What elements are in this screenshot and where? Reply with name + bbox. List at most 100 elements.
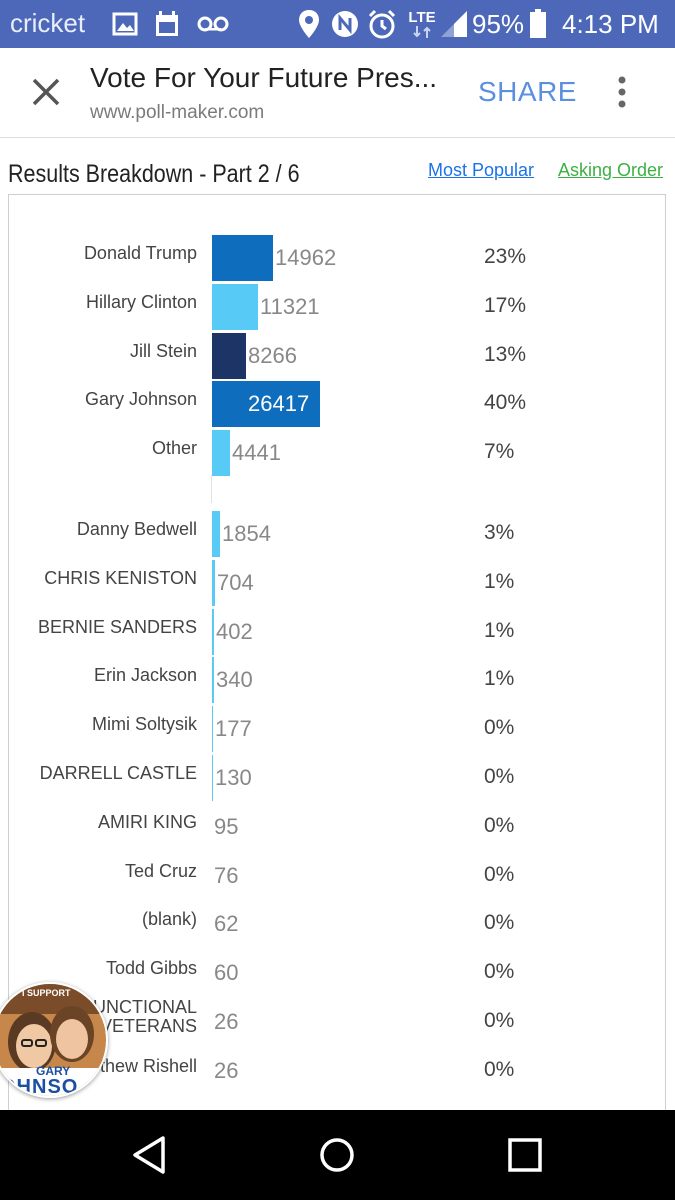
carrier-name: cricket [10, 8, 86, 38]
result-row: Hillary Clinton 11321 17% [9, 284, 665, 330]
clock: 4:13 PM [562, 9, 659, 39]
vote-count: 4441 [232, 440, 281, 465]
badge-line1-text: GARY [36, 1064, 71, 1078]
result-row: UNCTIONAL VETERANS 26 0% [9, 997, 665, 1039]
browser-toolbar: Vote For Your Future Pres... www.poll-ma… [0, 48, 675, 138]
vote-count: 11321 [260, 294, 320, 319]
candidate-name: DARRELL CASTLE [39, 763, 197, 783]
overflow-menu-button[interactable] [610, 72, 634, 112]
group-divider [211, 475, 212, 503]
result-row: Danny Bedwell 1854 3% [9, 511, 665, 557]
candidate-name: Donald Trump [83, 243, 197, 263]
vote-percent: 3% [484, 521, 515, 544]
vote-percent: 13% [484, 343, 527, 366]
vote-count: 130 [215, 765, 252, 790]
candidate-name: BERNIE SANDERS [37, 617, 197, 637]
vote-count: 177 [215, 716, 252, 741]
results-panel: Donald Trump 14962 23% Hillary Clinton 11321… [8, 194, 666, 1111]
vote-count: 402 [216, 619, 253, 644]
result-row: Erin Jackson 340 1% [9, 657, 665, 703]
badge-top-text: I SUPPORT [22, 988, 71, 998]
candidate-name: UNCTIONAL VETERANS [92, 997, 197, 1036]
vote-percent: 0% [484, 1009, 515, 1032]
asking-order-link[interactable]: Asking Order [558, 160, 664, 180]
candidate-name: Other [151, 438, 197, 458]
vote-percent: 7% [484, 440, 515, 463]
result-row: Gary Johnson 26417 40% [9, 381, 665, 427]
vote-count: 26417 [248, 391, 310, 416]
badge-line2-text: OHNSO [0, 1076, 79, 1098]
lte-icon: LTE [404, 8, 440, 40]
back-button[interactable] [127, 1132, 173, 1178]
result-row: thew Rishell 26 0% [9, 1048, 665, 1088]
vote-percent: 0% [484, 863, 515, 886]
vote-percent: 0% [484, 765, 515, 788]
vote-count: 76 [214, 863, 239, 888]
nfc-icon [330, 8, 360, 40]
result-row: Jill Stein 8266 13% [9, 333, 665, 379]
vote-percent: 1% [484, 667, 515, 690]
result-row: CHRIS KENISTON 704 1% [9, 560, 665, 606]
back-icon [133, 1136, 165, 1174]
vote-percent: 1% [484, 570, 515, 593]
candidate-name: Mimi Soltysik [91, 714, 197, 734]
home-button[interactable] [314, 1132, 360, 1178]
close-icon [32, 78, 60, 106]
candidate-name: Ted Cruz [124, 861, 197, 881]
alarm-icon [366, 8, 398, 40]
vote-count: 14962 [275, 245, 337, 270]
vote-count: 60 [214, 960, 239, 985]
result-row: AMIRI KING 95 0% [9, 804, 665, 844]
vote-bar [212, 755, 213, 801]
results-heading: Results Breakdown - Part 2 / 6 [8, 160, 300, 188]
home-icon [320, 1138, 354, 1172]
vote-count: 1854 [222, 521, 271, 546]
vote-bar [212, 511, 220, 557]
candidate-name: Gary Johnson [84, 389, 197, 409]
result-row: Todd Gibbs 60 0% [9, 950, 665, 990]
share-button[interactable]: SHARE [478, 76, 577, 107]
vote-percent: 0% [484, 1058, 515, 1081]
vote-percent: 0% [484, 960, 515, 983]
vote-count: 340 [216, 667, 253, 692]
candidate-name: thew Rishell [99, 1056, 197, 1076]
vote-percent: 0% [484, 716, 515, 739]
vote-percent: 0% [484, 814, 515, 837]
vote-percent: 1% [484, 619, 515, 642]
candidate-name: Hillary Clinton [85, 292, 197, 312]
lte-label: LTE [408, 9, 436, 26]
more-vertical-icon [618, 76, 626, 108]
vote-percent: 0% [484, 911, 515, 934]
result-row: Other 4441 7% [9, 430, 665, 476]
candidate-name: Danny Bedwell [76, 519, 197, 539]
vote-bar [212, 706, 213, 752]
candidate-name: Jill Stein [129, 341, 197, 361]
voicemail-icon [196, 8, 230, 40]
battery-icon [527, 8, 549, 40]
result-row: DARRELL CASTLE 130 0% [9, 755, 665, 801]
vote-count: 95 [214, 814, 239, 839]
battery-percent: 95% [472, 9, 525, 39]
page-title: Vote For Your Future Pres... [90, 62, 438, 93]
vote-bar [212, 381, 320, 427]
recents-button[interactable] [502, 1132, 548, 1178]
candidate-name: Erin Jackson [93, 665, 197, 685]
vote-count: 26 [214, 1009, 239, 1034]
result-row: Ted Cruz 76 0% [9, 853, 665, 893]
vote-bar [212, 235, 273, 281]
close-button[interactable] [26, 72, 66, 112]
result-row: Mimi Soltysik 177 0% [9, 706, 665, 752]
vote-percent: 23% [484, 245, 527, 268]
location-icon [296, 8, 322, 40]
candidate-name: CHRIS KENISTON [44, 568, 197, 588]
vote-bar [212, 430, 230, 476]
vote-count: 26 [214, 1058, 239, 1083]
signal-icon [438, 8, 470, 40]
vote-percent: 17% [484, 294, 527, 317]
calendar-icon [152, 8, 182, 40]
most-popular-link[interactable]: Most Popular [428, 160, 535, 180]
vote-count: 8266 [248, 343, 297, 368]
page-url: www.poll-maker.com [90, 102, 265, 123]
image-icon [110, 8, 140, 40]
system-nav-bar [0, 1110, 675, 1200]
